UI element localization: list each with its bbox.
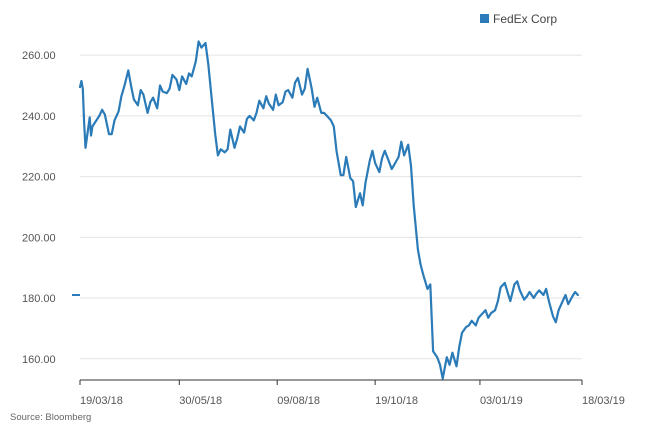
x-tick-label: 19/03/18	[80, 395, 123, 407]
grid-lines	[80, 54, 582, 360]
y-tick-label: 180.00	[22, 293, 56, 305]
x-tick-label: 18/03/19	[582, 395, 625, 407]
y-axis-tick-labels: 160.00 180.00 200.00 220.00 240.00 260.00	[22, 50, 56, 366]
y-tick-label: 220.00	[22, 172, 56, 184]
series-line-fedex-corp	[78, 40, 579, 380]
x-tick-label: 09/08/18	[277, 395, 320, 407]
x-tick-label: 19/10/18	[375, 395, 418, 407]
y-tick-label: 240.00	[22, 111, 56, 123]
y-tick-label: 260.00	[22, 50, 56, 62]
legend-swatch	[480, 14, 489, 23]
y-tick-label: 200.00	[22, 232, 56, 244]
y-tick-label: 160.00	[22, 354, 56, 366]
legend-label-fedex-corp: FedEx Corp	[493, 12, 557, 26]
x-tick-label: 03/01/19	[480, 395, 523, 407]
x-tick-label: 30/05/18	[179, 395, 222, 407]
source-note: Source: Bloomberg	[10, 412, 91, 423]
legend: FedEx Corp	[480, 12, 557, 26]
x-axis-ticks: 19/03/18 30/05/18 09/08/18 19/10/18 03/01/19…	[79, 380, 625, 407]
